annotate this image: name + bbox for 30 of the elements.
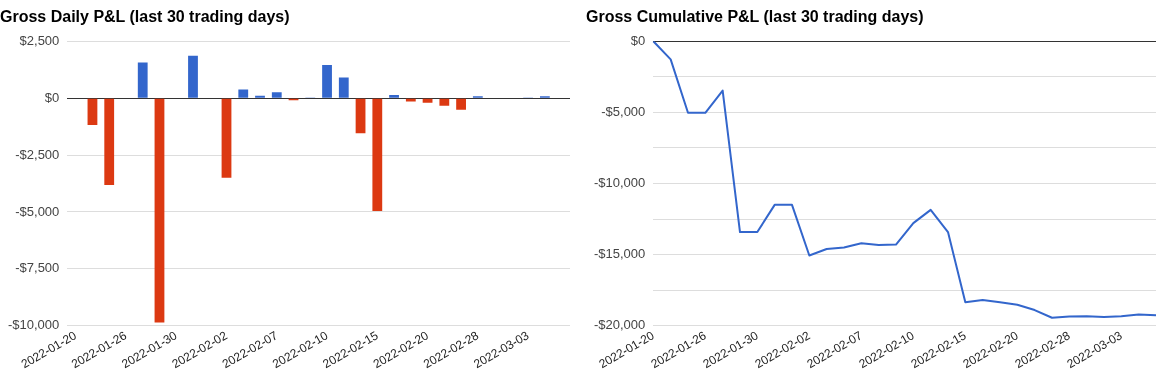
bar bbox=[322, 65, 332, 98]
bar bbox=[271, 92, 282, 98]
y-tick-label: -$5,000 bbox=[601, 103, 646, 119]
y-tick-label: -$10,000 bbox=[7, 317, 60, 333]
y-tick-label: $0 bbox=[630, 32, 646, 48]
bar bbox=[422, 98, 433, 103]
y-tick-label: -$5,000 bbox=[15, 203, 60, 219]
bar bbox=[355, 98, 366, 134]
y-tick-label: -$10,000 bbox=[593, 175, 646, 191]
y-tick-label: -$20,000 bbox=[593, 317, 646, 333]
bar bbox=[87, 98, 98, 125]
bar bbox=[338, 77, 349, 98]
bar bbox=[154, 98, 165, 323]
bar bbox=[405, 98, 416, 102]
chart-title: Gross Cumulative P&L (last 30 trading days) bbox=[586, 8, 924, 26]
y-tick-label: -$15,000 bbox=[593, 246, 646, 262]
y-tick-label: -$2,500 bbox=[15, 146, 60, 162]
bar bbox=[439, 98, 450, 106]
bar bbox=[372, 98, 383, 212]
bar bbox=[389, 94, 399, 98]
chart-title: Gross Daily P&L (last 30 trading days) bbox=[0, 8, 290, 26]
y-tick-label: $2,500 bbox=[19, 32, 60, 48]
y-tick-label: -$7,500 bbox=[15, 260, 60, 276]
bar bbox=[221, 98, 232, 178]
bar bbox=[456, 98, 466, 110]
bar bbox=[137, 62, 148, 98]
bar bbox=[104, 98, 115, 185]
bar bbox=[238, 89, 249, 98]
bar bbox=[188, 55, 198, 98]
y-tick-label: $0 bbox=[44, 89, 60, 105]
